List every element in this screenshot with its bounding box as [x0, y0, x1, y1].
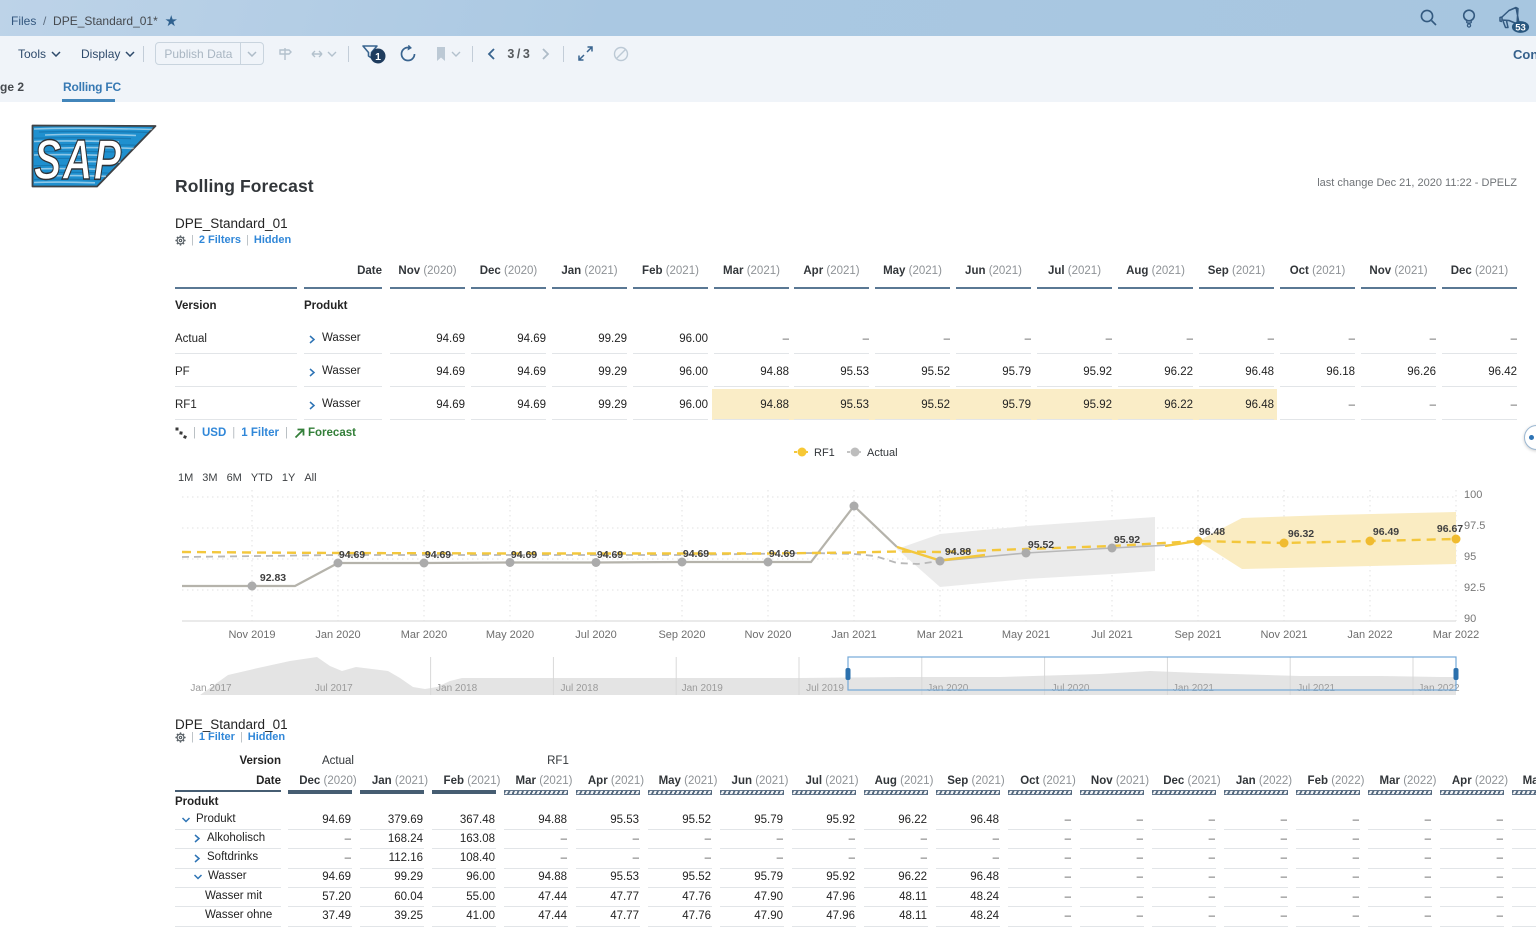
svg-text:92.5: 92.5 [1464, 582, 1485, 594]
svg-text:Jul 2019: Jul 2019 [806, 683, 844, 694]
svg-text:Jan 2022: Jan 2022 [1347, 629, 1392, 641]
svg-text:95.52: 95.52 [1028, 539, 1054, 551]
svg-text:Jan 2017: Jan 2017 [190, 683, 232, 694]
svg-text:95.92: 95.92 [1114, 534, 1140, 546]
svg-text:96.67: 96.67 [1437, 523, 1463, 535]
svg-text:Sep 2020: Sep 2020 [658, 629, 705, 641]
svg-text:94.88: 94.88 [945, 546, 971, 558]
svg-text:Jul 2017: Jul 2017 [315, 683, 353, 694]
svg-text:94.69: 94.69 [597, 549, 623, 561]
svg-text:Nov 2019: Nov 2019 [228, 629, 275, 641]
svg-text:Jan 2021: Jan 2021 [1173, 683, 1215, 694]
svg-text:94.69: 94.69 [425, 549, 451, 561]
svg-text:Nov 2020: Nov 2020 [744, 629, 791, 641]
svg-text:Jul 2021: Jul 2021 [1297, 683, 1335, 694]
svg-text:96.32: 96.32 [1288, 528, 1314, 540]
svg-text:Jan 2022: Jan 2022 [1418, 683, 1460, 694]
svg-text:Mar 2022: Mar 2022 [1433, 629, 1479, 641]
svg-text:Jan 2020: Jan 2020 [927, 683, 969, 694]
svg-text:Jan 2019: Jan 2019 [682, 683, 724, 694]
svg-text:Nov 2021: Nov 2021 [1260, 629, 1307, 641]
svg-text:Mar 2020: Mar 2020 [401, 629, 447, 641]
svg-text:94.69: 94.69 [339, 549, 365, 561]
svg-text:96.49: 96.49 [1373, 526, 1399, 538]
svg-text:SAP: SAP [34, 127, 123, 188]
svg-text:96.48: 96.48 [1199, 526, 1225, 538]
svg-text:95: 95 [1464, 551, 1476, 563]
svg-text:Jul 2020: Jul 2020 [575, 629, 617, 641]
svg-text:90: 90 [1464, 613, 1476, 625]
svg-text:Jul 2021: Jul 2021 [1091, 629, 1133, 641]
svg-text:94.69: 94.69 [511, 549, 537, 561]
svg-text:1: 1 [376, 50, 382, 62]
svg-text:May 2020: May 2020 [486, 629, 534, 641]
svg-text:Jan 2021: Jan 2021 [831, 629, 876, 641]
svg-text:Jul 2020: Jul 2020 [1052, 683, 1090, 694]
svg-text:RF1: RF1 [814, 447, 835, 459]
svg-text:Jan 2020: Jan 2020 [315, 629, 360, 641]
svg-text:94.69: 94.69 [769, 548, 795, 560]
svg-text:Mar 2021: Mar 2021 [917, 629, 963, 641]
svg-text:Jan 2018: Jan 2018 [436, 683, 478, 694]
svg-text:Actual: Actual [867, 447, 898, 459]
svg-text:Sep 2021: Sep 2021 [1174, 629, 1221, 641]
svg-text:53: 53 [1515, 22, 1526, 33]
svg-text:92.83: 92.83 [260, 572, 286, 584]
svg-text:May 2021: May 2021 [1002, 629, 1050, 641]
svg-text:94.69: 94.69 [683, 548, 709, 560]
svg-text:97.5: 97.5 [1464, 520, 1485, 532]
svg-text:Jul 2018: Jul 2018 [560, 683, 598, 694]
svg-text:100: 100 [1464, 489, 1482, 501]
